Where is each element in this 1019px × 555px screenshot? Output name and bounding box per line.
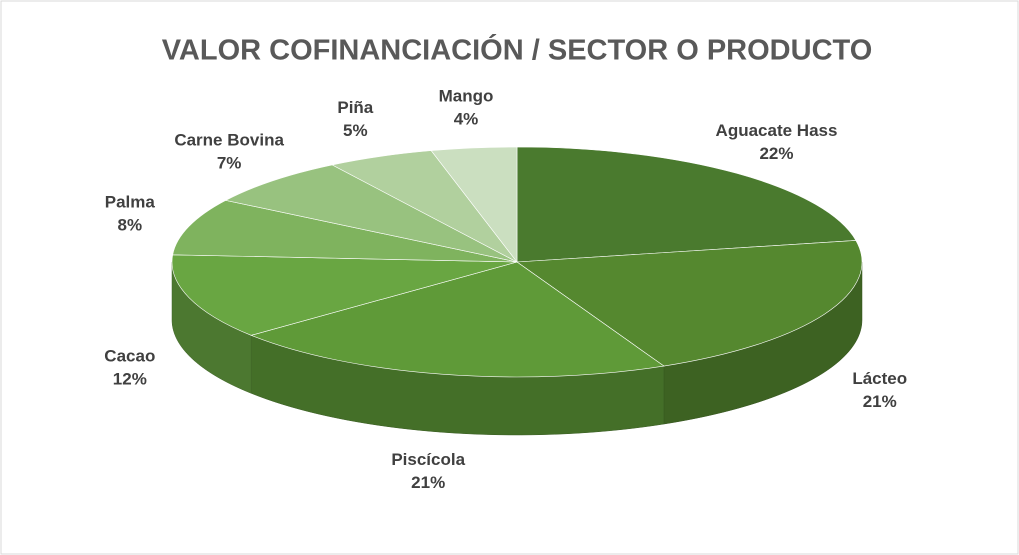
data-label: 21% — [863, 392, 897, 411]
category-label: Carne Bovina — [174, 131, 284, 150]
category-label: Piscícola — [391, 450, 465, 469]
slice — [224, 164, 518, 263]
category-label: Palma — [105, 193, 156, 212]
category-label: Piña — [337, 98, 373, 117]
data-label: 7% — [217, 154, 242, 173]
data-label: 21% — [411, 473, 445, 492]
data-label: 5% — [343, 121, 368, 140]
slice — [171, 254, 518, 336]
category-label: Cacao — [104, 346, 155, 365]
data-label: 22% — [759, 144, 793, 163]
pie-top — [171, 146, 863, 378]
category-label: Lácteo — [852, 369, 907, 388]
chart-title: VALOR COFINANCIACIÓN / SECTOR O PRODUCTO — [162, 33, 873, 67]
data-label: 8% — [118, 216, 143, 235]
labels: Aguacate Hass 22% Lácteo 21% Piscícola 21% Cac… — [104, 86, 907, 492]
slice — [430, 146, 518, 263]
data-label: 4% — [454, 109, 479, 128]
slice — [172, 200, 518, 263]
slice — [250, 261, 665, 378]
data-label: 12% — [113, 369, 147, 388]
category-label: Mango — [439, 86, 494, 105]
slice — [516, 146, 857, 263]
slice — [516, 240, 863, 367]
category-label: Aguacate Hass — [716, 121, 838, 140]
